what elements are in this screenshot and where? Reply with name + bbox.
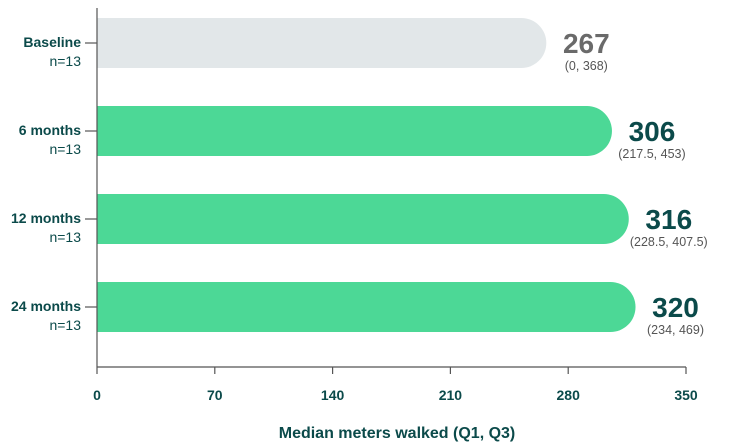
x-tick-label: 140 xyxy=(321,387,345,403)
bar-baseline xyxy=(97,18,547,68)
value-label: 306 xyxy=(629,116,676,147)
x-tick-label: 70 xyxy=(207,387,223,403)
value-label: 267 xyxy=(563,28,610,59)
x-ticks-layer: 0 70 140 210 280 350 xyxy=(93,367,698,403)
bars-layer xyxy=(97,18,636,332)
sample-size-label: n=13 xyxy=(49,229,81,245)
category-label: 12 months xyxy=(11,210,81,226)
category-label: Baseline xyxy=(23,34,81,50)
interval-label: (234, 469) xyxy=(647,323,704,337)
value-label: 320 xyxy=(652,292,699,323)
sample-size-label: n=13 xyxy=(49,53,81,69)
x-tick-label: 210 xyxy=(439,387,463,403)
category-label: 6 months xyxy=(19,122,81,138)
interval-label: (217.5, 453) xyxy=(618,147,685,161)
x-tick-label: 280 xyxy=(557,387,581,403)
sample-size-label: n=13 xyxy=(49,317,81,333)
bar-6-months xyxy=(97,106,612,156)
category-label: 24 months xyxy=(11,298,81,314)
interval-label: (0, 368) xyxy=(565,59,608,73)
sample-size-label: n=13 xyxy=(49,141,81,157)
x-axis-title: Median meters walked (Q1, Q3) xyxy=(279,425,516,442)
x-tick-label: 350 xyxy=(674,387,698,403)
interval-label: (228.5, 407.5) xyxy=(630,235,708,249)
value-label: 316 xyxy=(645,204,692,235)
bar-12-months xyxy=(97,194,629,244)
bar-24-months xyxy=(97,282,636,332)
x-tick-label: 0 xyxy=(93,387,101,403)
